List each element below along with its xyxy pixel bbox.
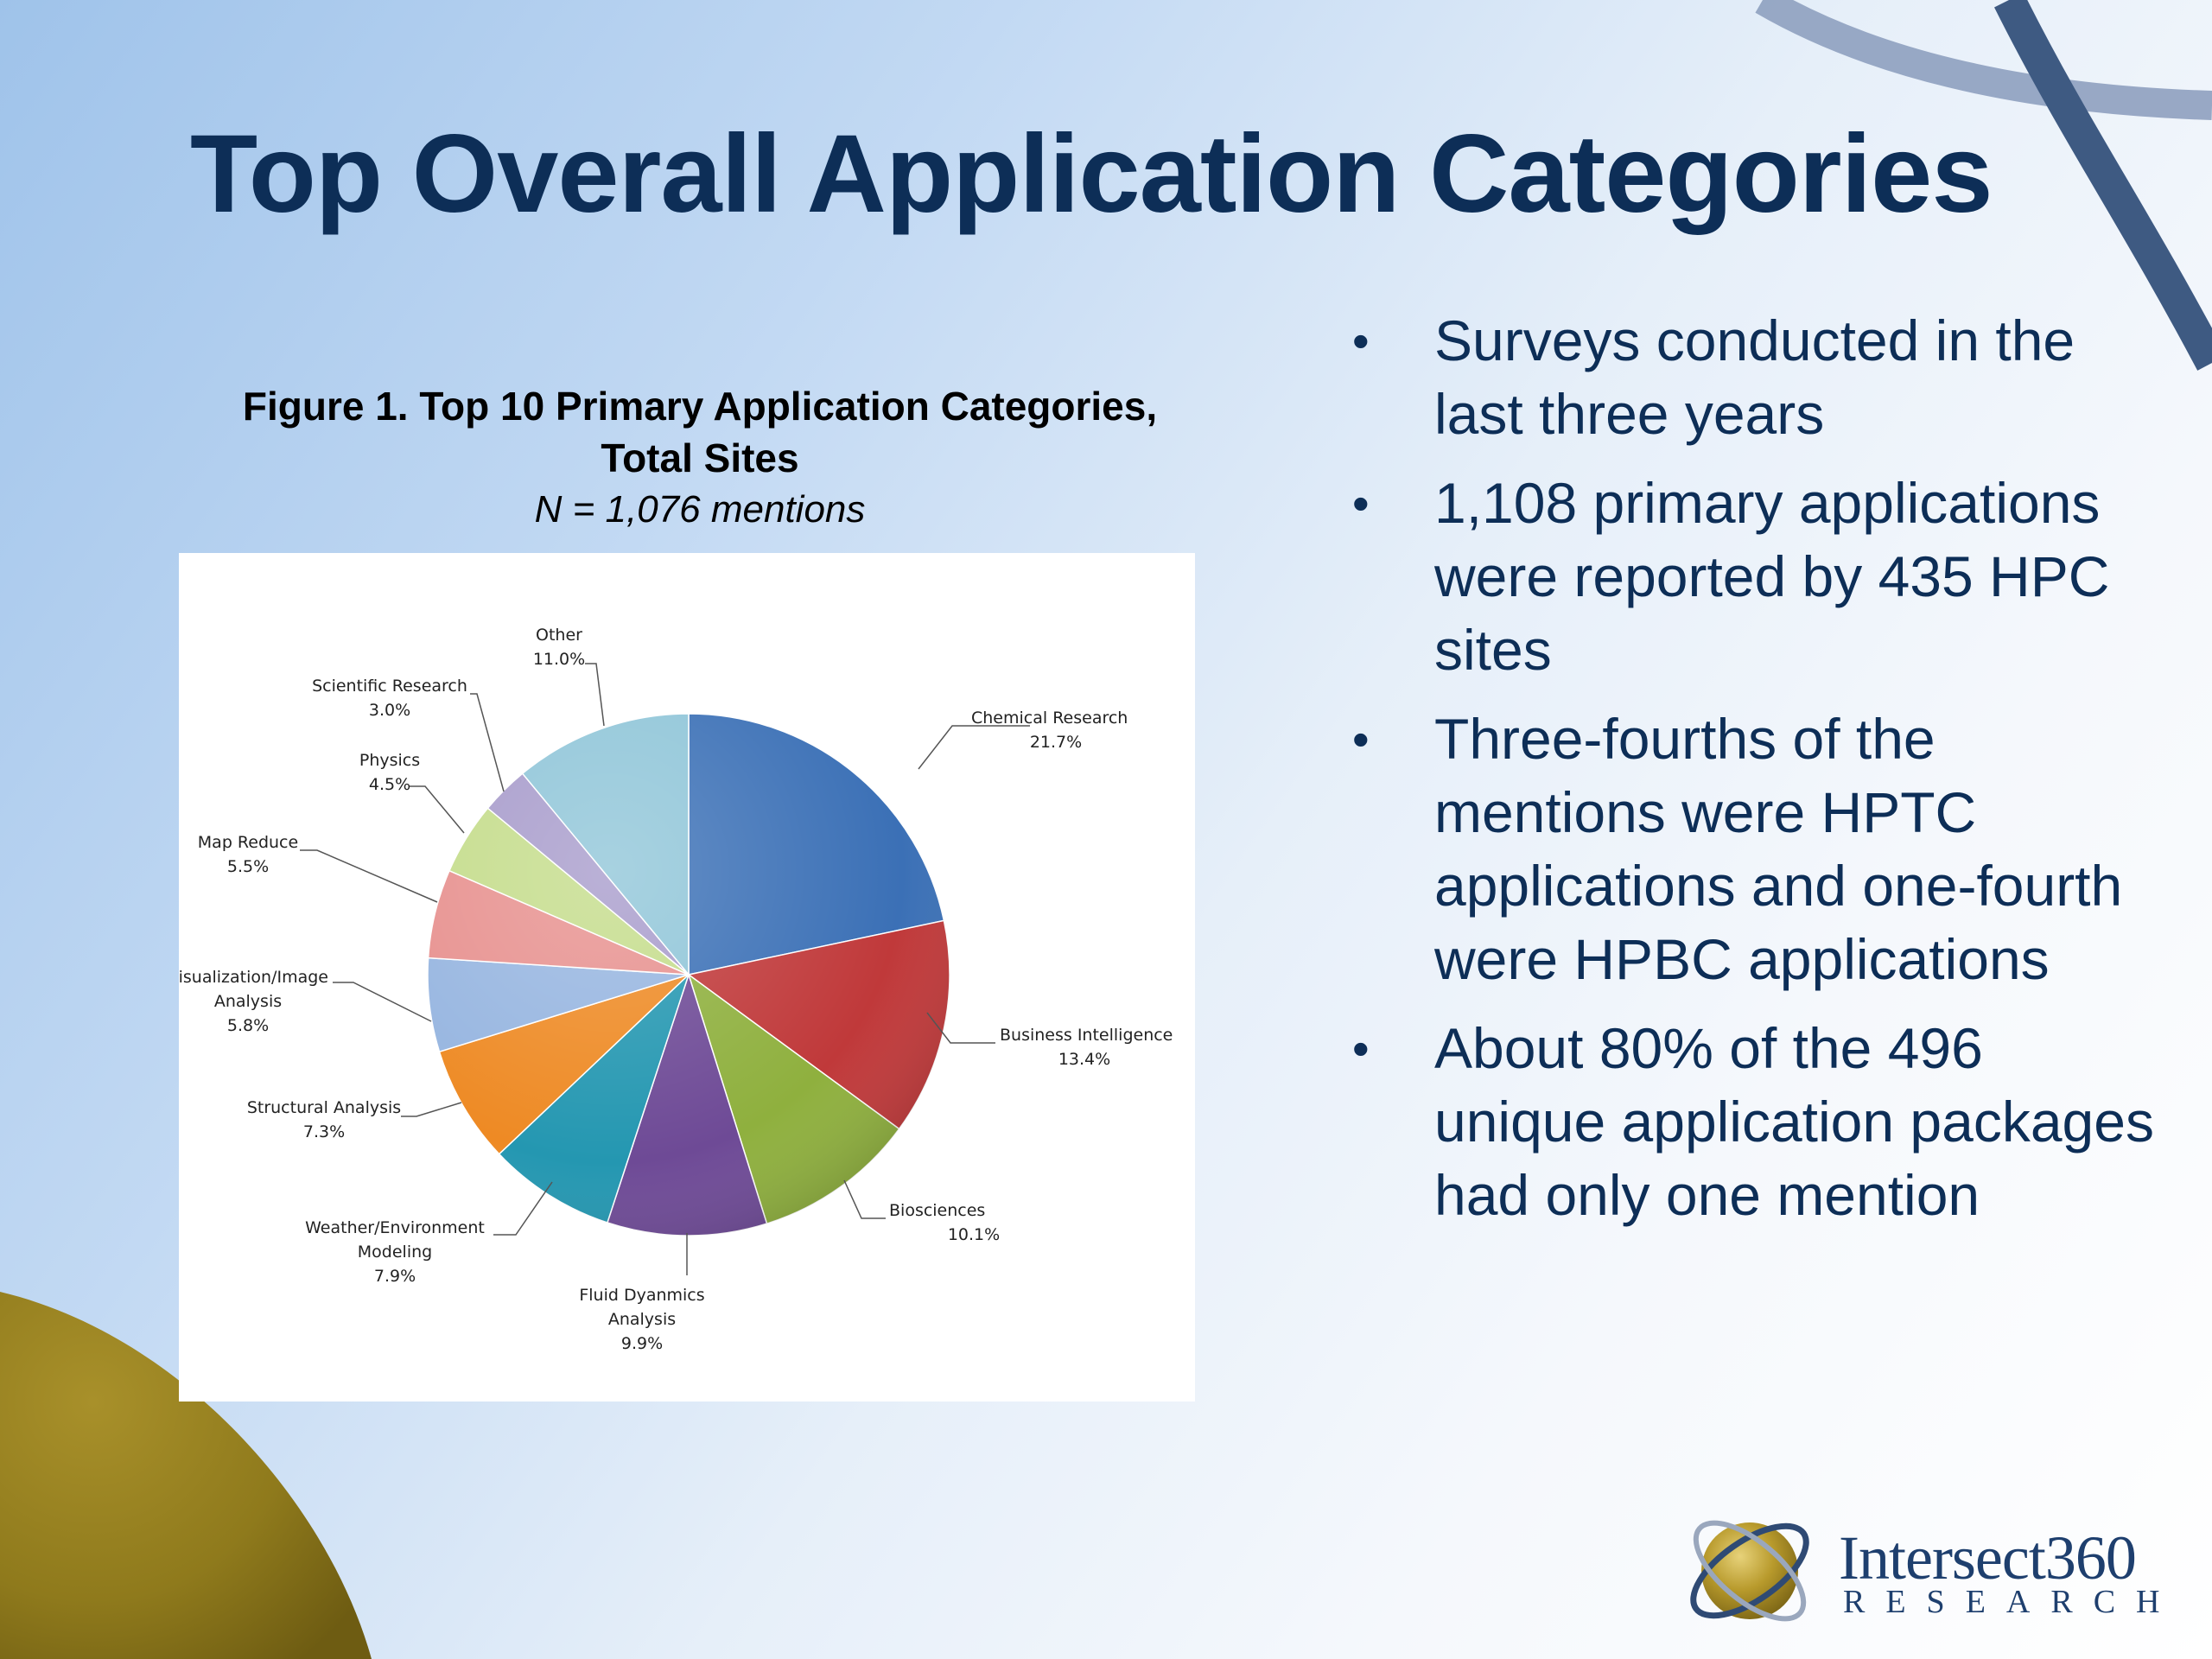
bullet-item: • About 80% of the 496 unique application… <box>1335 1012 2156 1232</box>
globe-logo-icon <box>1690 1520 1809 1622</box>
slice-category-label: Physics <box>359 751 420 770</box>
slice-category-label: Analysis <box>608 1310 676 1329</box>
figure-caption-line1: Figure 1. Top 10 Primary Application Cat… <box>242 384 1158 429</box>
leader-line <box>493 1181 553 1236</box>
pie-shading <box>428 714 950 1236</box>
slice-value-label: 5.5% <box>227 857 269 876</box>
leader-line <box>300 849 438 903</box>
leader-line <box>918 725 1030 770</box>
leader-line <box>401 1102 462 1117</box>
slice-category-label: Structural Analysis <box>247 1098 401 1117</box>
bullet-marker: • <box>1352 1021 1370 1076</box>
swoosh-dark-decoration <box>1994 0 2212 371</box>
logo-name: Intersect360 <box>1839 1523 2137 1592</box>
slice-category-label: Biosciences <box>889 1201 985 1220</box>
slice-category-label: Scientific Research <box>312 677 467 696</box>
leader-line <box>843 1179 886 1219</box>
bullet-item: • Three-fourths of the mentions were HPTC… <box>1335 702 2156 996</box>
slice-value-label: 7.9% <box>374 1267 416 1286</box>
slice-value-label: 3.0% <box>369 701 410 720</box>
leader-line <box>470 693 505 792</box>
slice-category-label: Chemical Research <box>971 709 1128 728</box>
slice-value-label: 7.3% <box>303 1122 345 1141</box>
slice-value-label: 10.1% <box>948 1225 1000 1244</box>
slice-value-label: 11.0% <box>533 650 585 669</box>
swoosh-light-decoration <box>1755 0 2212 120</box>
slice-category-label: Fluid Dyanmics <box>579 1286 704 1305</box>
slice-category-label: Weather/Environment <box>305 1218 485 1237</box>
logo-tagline: RESEARCH <box>1843 1584 2181 1620</box>
bullet-item: • Surveys conducted in the last three yea… <box>1335 304 2156 451</box>
slice-category-label: Modeling <box>358 1243 432 1262</box>
slice-value-label: 13.4% <box>1058 1050 1110 1069</box>
slice-category-label: Map Reduce <box>198 833 298 852</box>
gold-circle-decoration <box>0 1292 372 1659</box>
bullet-text: About 80% of the 496 unique application … <box>1434 1016 2154 1227</box>
leader-line <box>926 1012 995 1044</box>
leader-line <box>409 785 465 834</box>
slice-value-label: 4.5% <box>369 775 410 794</box>
bullet-marker: • <box>1352 712 1370 766</box>
bullet-marker: • <box>1352 314 1370 368</box>
slice-category-label: Visualization/Image <box>179 968 328 987</box>
slice-category-label: Analysis <box>214 992 282 1011</box>
figure-subtitle: N = 1,076 mentions <box>534 488 866 531</box>
bullet-list: • Surveys conducted in the last three yea… <box>1335 304 2156 1248</box>
slice-category-label: Business Intelligence <box>1000 1026 1173 1045</box>
company-logo: Intersect360 RESEARCH <box>1681 1505 2164 1635</box>
figure-caption: Figure 1. Top 10 Primary Application Cat… <box>173 380 1227 536</box>
bullet-text: 1,108 primary applications were reported… <box>1434 471 2110 682</box>
pie-chart: Chemical Research 21.7% Business Intellige… <box>179 626 1173 1353</box>
bullet-text: Three-fourths of the mentions were HPTC … <box>1434 707 2123 991</box>
bullet-marker: • <box>1352 476 1370 531</box>
bullet-item: • 1,108 primary applications were reporte… <box>1335 467 2156 687</box>
slice-value-label: 21.7% <box>1030 733 1082 752</box>
slice-value-label: 9.9% <box>621 1334 663 1353</box>
slice-value-label: 5.8% <box>227 1016 269 1035</box>
leader-line <box>333 982 432 1022</box>
leader-line <box>585 663 605 727</box>
slide-title: Top Overall Application Categories <box>190 112 1993 236</box>
slice-category-label: Other <box>536 626 582 645</box>
pie-chart-panel: Chemical Research 21.7% Business Intellige… <box>179 553 1195 1402</box>
figure-caption-line2: Total Sites <box>601 435 799 480</box>
bullet-text: Surveys conducted in the last three year… <box>1434 308 2075 446</box>
